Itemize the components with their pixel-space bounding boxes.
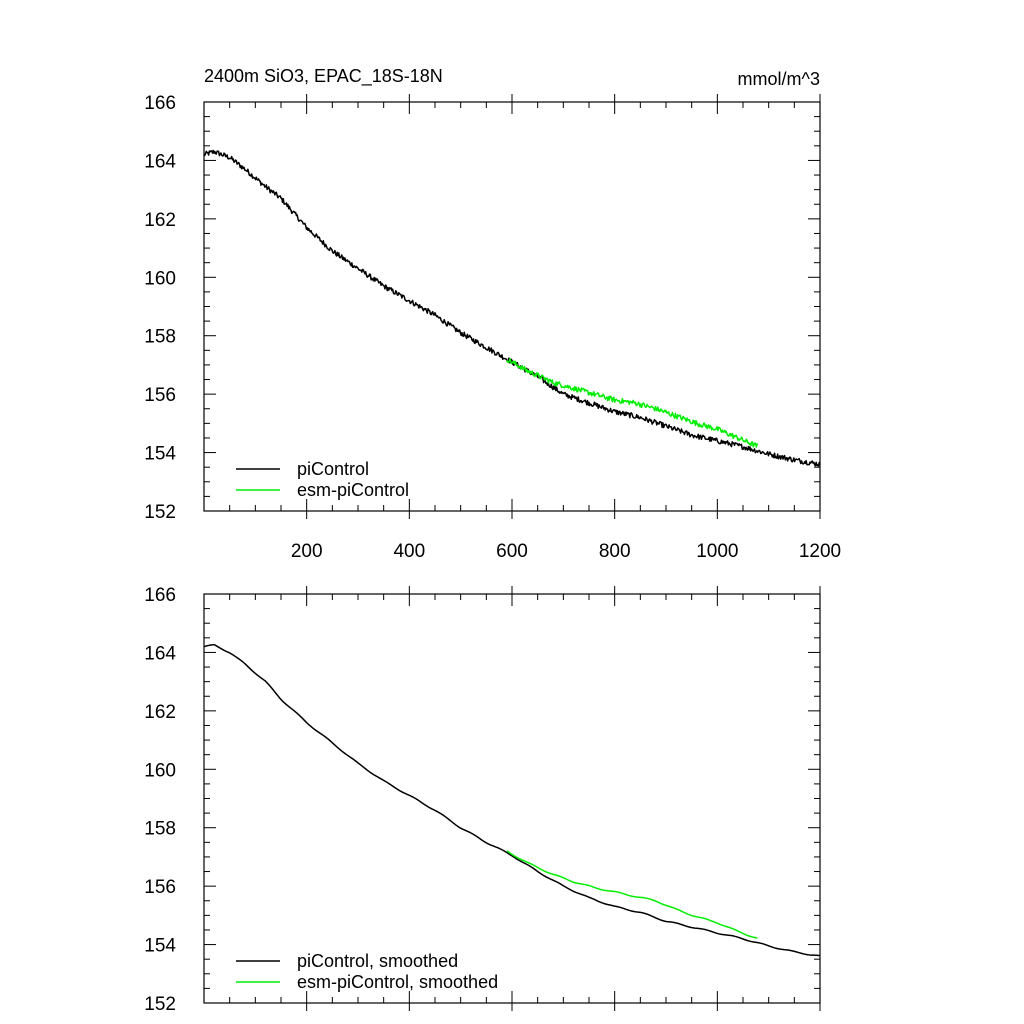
y-tick-label: 152 [144, 502, 176, 523]
series-line-esm-picontrol-smoothed [506, 850, 758, 939]
y-tick-label: 152 [144, 994, 176, 1015]
plot-frame [203, 593, 821, 1004]
series-line-esm-picontrol [506, 358, 759, 448]
x-tick-label: 400 [393, 541, 425, 562]
legend-label: piControl, smoothed [297, 951, 458, 971]
y-tick-label: 166 [144, 93, 176, 114]
chart-units: mmol/m^3 [738, 69, 820, 89]
y-tick-label: 154 [144, 936, 176, 957]
legend-label: esm-piControl, smoothed [297, 972, 498, 992]
y-tick-label: 160 [144, 760, 176, 781]
series-line-picontrol [203, 149, 821, 467]
x-tick-label: 600 [496, 541, 528, 562]
chart-title: 2400m SiO3, EPAC_18S-18N [204, 66, 443, 87]
x-tick-label: 200 [291, 541, 323, 562]
y-tick-label: 158 [144, 819, 176, 840]
legend-label: piControl [297, 459, 369, 479]
x-tick-label: 1200 [799, 541, 841, 562]
y-tick-label: 160 [144, 268, 176, 289]
x-tick-label: 800 [599, 541, 631, 562]
y-tick-label: 164 [144, 151, 176, 172]
y-tick-label: 156 [144, 385, 176, 406]
y-tick-label: 154 [144, 444, 176, 465]
series-line-picontrol-smoothed [203, 643, 821, 957]
y-tick-label: 162 [144, 210, 176, 231]
y-tick-label: 166 [144, 585, 176, 606]
legend-label: esm-piControl [297, 480, 409, 500]
x-tick-label: 1000 [696, 541, 738, 562]
y-tick-label: 158 [144, 327, 176, 348]
plot-frame [203, 101, 821, 512]
y-tick-label: 156 [144, 877, 176, 898]
y-tick-label: 162 [144, 702, 176, 723]
y-tick-label: 164 [144, 643, 176, 664]
